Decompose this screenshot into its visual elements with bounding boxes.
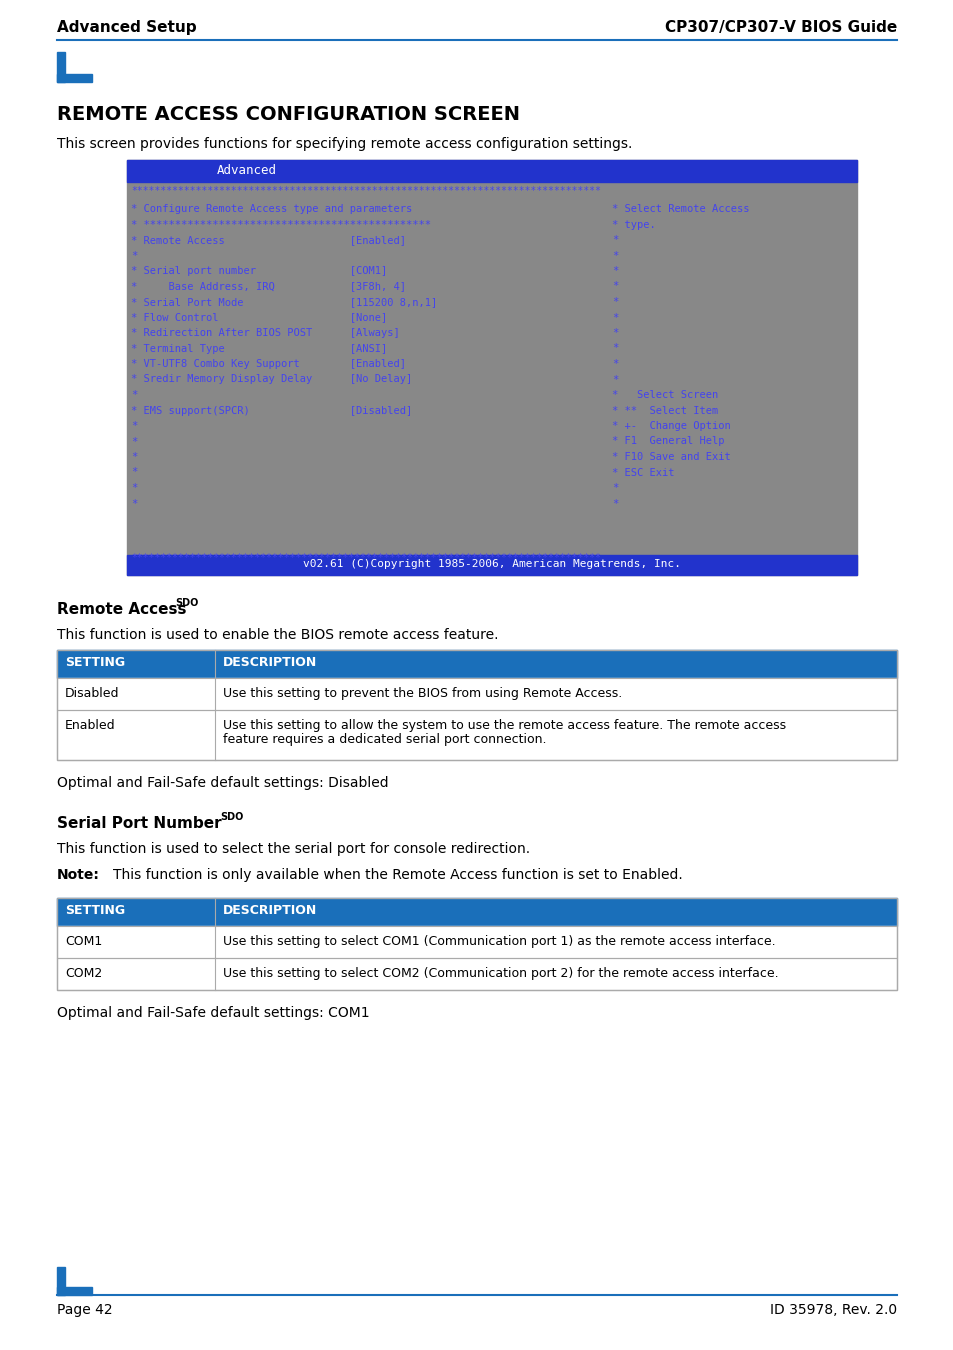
Text: *     Base Address, IRQ            [3F8h, 4]: * Base Address, IRQ [3F8h, 4] — [131, 282, 406, 292]
Text: *: * — [131, 483, 137, 493]
Text: DESCRIPTION: DESCRIPTION — [223, 656, 317, 670]
Bar — [127, 161, 856, 182]
Text: * VT-UTF8 Combo Key Support        [Enabled]: * VT-UTF8 Combo Key Support [Enabled] — [131, 359, 406, 369]
Text: This function is only available when the Remote Access function is set to Enable: This function is only available when the… — [112, 868, 682, 882]
Text: Page 42: Page 42 — [57, 1303, 112, 1318]
Bar — [57, 898, 896, 926]
Text: * **  Select Item: * ** Select Item — [612, 405, 718, 416]
Text: * Select Remote Access: * Select Remote Access — [612, 204, 749, 215]
Bar — [57, 1287, 91, 1295]
Text: * Sredir Memory Display Delay      [No Delay]: * Sredir Memory Display Delay [No Delay] — [131, 374, 412, 385]
Text: * **********************************************: * **************************************… — [131, 220, 431, 230]
Text: This function is used to enable the BIOS remote access feature.: This function is used to enable the BIOS… — [57, 628, 498, 643]
Text: feature requires a dedicated serial port connection.: feature requires a dedicated serial port… — [223, 733, 546, 747]
Text: ********************************************************************************: ****************************************… — [131, 186, 600, 196]
Text: ID 35978, Rev. 2.0: ID 35978, Rev. 2.0 — [769, 1303, 896, 1318]
Text: DESCRIPTION: DESCRIPTION — [223, 904, 317, 917]
Text: * Redirection After BIOS POST      [Always]: * Redirection After BIOS POST [Always] — [131, 328, 399, 338]
Text: Serial Port Number: Serial Port Number — [57, 815, 221, 832]
Text: Enabled: Enabled — [65, 720, 115, 732]
Bar — [57, 678, 896, 710]
Text: SDO: SDO — [174, 598, 198, 608]
Text: *: * — [612, 374, 618, 385]
Text: *: * — [612, 235, 618, 244]
Text: CP307/CP307-V BIOS Guide: CP307/CP307-V BIOS Guide — [664, 20, 896, 35]
Bar — [57, 958, 896, 990]
Text: *   Select Screen: * Select Screen — [612, 390, 718, 400]
Bar — [57, 958, 896, 990]
Text: * Serial Port Mode                 [115200 8,n,1]: * Serial Port Mode [115200 8,n,1] — [131, 297, 436, 306]
Text: * Flow Control                     [None]: * Flow Control [None] — [131, 312, 387, 323]
Text: Disabled: Disabled — [65, 687, 119, 701]
Text: SDO: SDO — [220, 811, 243, 822]
Text: * ESC Exit: * ESC Exit — [612, 467, 674, 478]
Text: *: * — [612, 297, 618, 306]
Text: Advanced: Advanced — [216, 163, 276, 177]
Text: REMOTE ACCESS CONFIGURATION SCREEN: REMOTE ACCESS CONFIGURATION SCREEN — [57, 105, 519, 124]
Text: * Configure Remote Access type and parameters: * Configure Remote Access type and param… — [131, 204, 412, 215]
Text: Advanced Setup: Advanced Setup — [57, 20, 196, 35]
Text: Use this setting to prevent the BIOS from using Remote Access.: Use this setting to prevent the BIOS fro… — [223, 687, 621, 701]
Text: * Terminal Type                    [ANSI]: * Terminal Type [ANSI] — [131, 343, 387, 354]
Text: * Remote Access                    [Enabled]: * Remote Access [Enabled] — [131, 235, 406, 244]
Text: *: * — [131, 467, 137, 478]
Text: * F10 Save and Exit: * F10 Save and Exit — [612, 452, 730, 462]
Text: *: * — [131, 452, 137, 462]
Text: This screen provides functions for specifying remote access configuration settin: This screen provides functions for speci… — [57, 136, 632, 151]
Text: Use this setting to select COM2 (Communication port 2) for the remote access int: Use this setting to select COM2 (Communi… — [223, 967, 778, 980]
Bar — [57, 710, 896, 760]
Text: * F1  General Help: * F1 General Help — [612, 436, 723, 447]
Text: *: * — [131, 251, 137, 261]
Text: Use this setting to allow the system to use the remote access feature. The remot: Use this setting to allow the system to … — [223, 720, 785, 732]
Bar — [57, 649, 896, 678]
Text: *: * — [612, 312, 618, 323]
Text: * Serial port number               [COM1]: * Serial port number [COM1] — [131, 266, 387, 275]
Text: * +-  Change Option: * +- Change Option — [612, 421, 730, 431]
Text: COM2: COM2 — [65, 967, 102, 980]
Bar — [127, 555, 856, 575]
Bar — [57, 74, 91, 82]
Text: *: * — [612, 266, 618, 275]
Bar — [57, 926, 896, 958]
Bar — [57, 926, 896, 958]
Bar — [57, 710, 896, 760]
Bar — [57, 898, 896, 990]
Text: *: * — [131, 390, 137, 400]
Text: *: * — [612, 282, 618, 292]
Text: *: * — [612, 483, 618, 493]
Text: This function is used to select the serial port for console redirection.: This function is used to select the seri… — [57, 842, 530, 856]
Text: Remote Access: Remote Access — [57, 602, 186, 617]
Text: SETTING: SETTING — [65, 904, 125, 917]
Text: *: * — [131, 436, 137, 447]
Text: v02.61 (C)Copyright 1985-2006, American Megatrends, Inc.: v02.61 (C)Copyright 1985-2006, American … — [303, 559, 680, 568]
Text: *: * — [612, 251, 618, 261]
Bar — [57, 678, 896, 710]
Text: * type.: * type. — [612, 220, 655, 230]
Bar — [57, 1268, 65, 1295]
Text: *: * — [612, 328, 618, 338]
Text: COM1: COM1 — [65, 936, 102, 948]
Text: ********************************************************************************: ****************************************… — [131, 554, 600, 563]
Text: *: * — [612, 498, 618, 509]
Bar — [57, 53, 65, 82]
Text: Optimal and Fail-Safe default settings: Disabled: Optimal and Fail-Safe default settings: … — [57, 776, 388, 790]
Text: Note:: Note: — [57, 868, 100, 882]
Text: SETTING: SETTING — [65, 656, 125, 670]
Bar — [127, 161, 856, 575]
Text: Use this setting to select COM1 (Communication port 1) as the remote access inte: Use this setting to select COM1 (Communi… — [223, 936, 775, 948]
Text: *: * — [612, 359, 618, 369]
Text: *: * — [612, 343, 618, 354]
Text: Optimal and Fail-Safe default settings: COM1: Optimal and Fail-Safe default settings: … — [57, 1006, 369, 1021]
Text: *: * — [131, 421, 137, 431]
Bar — [57, 649, 896, 760]
Text: * EMS support(SPCR)                [Disabled]: * EMS support(SPCR) [Disabled] — [131, 405, 412, 416]
Text: *: * — [131, 498, 137, 509]
